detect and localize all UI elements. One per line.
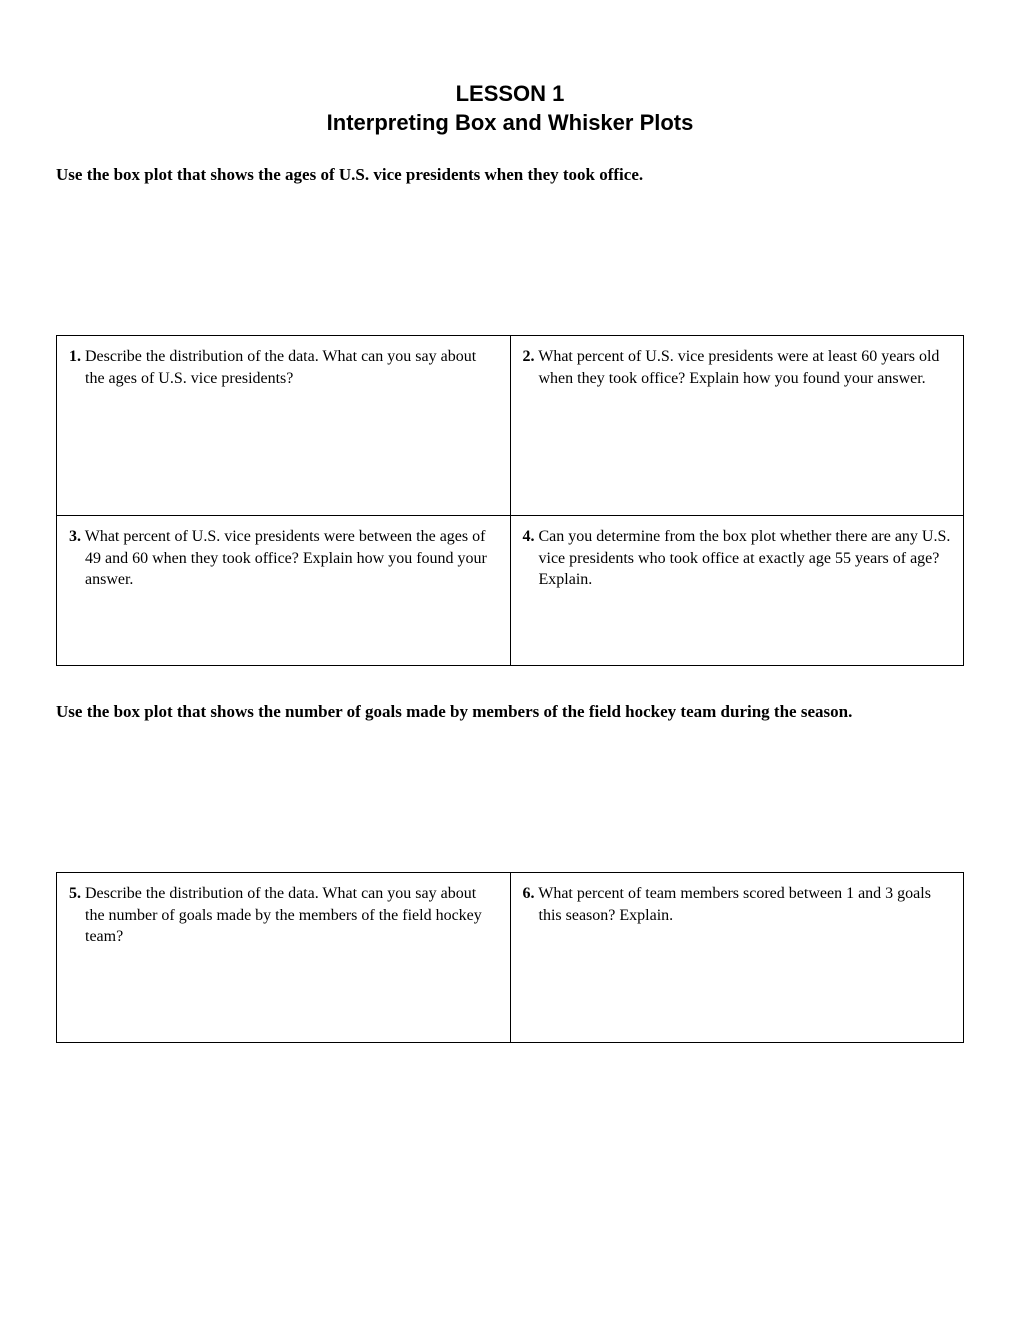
question-cell-6: 6. What percent of team members scored b… xyxy=(510,873,964,1043)
question-table-2: 5. Describe the distribution of the data… xyxy=(56,872,964,1043)
question-table-1: 1. Describe the distribution of the data… xyxy=(56,335,964,666)
question-text: What percent of U.S. vice presidents wer… xyxy=(538,348,939,387)
question-text: What percent of team members scored betw… xyxy=(538,885,931,924)
table-row: 5. Describe the distribution of the data… xyxy=(57,873,964,1043)
table-row: 3. What percent of U.S. vice presidents … xyxy=(57,516,964,666)
question-number: 4. xyxy=(523,528,535,545)
question-text: Can you determine from the box plot whet… xyxy=(539,528,951,588)
question-cell-1: 1. Describe the distribution of the data… xyxy=(57,336,511,516)
question-number: 6. xyxy=(523,885,535,902)
question-text: What percent of U.S. vice presidents wer… xyxy=(85,528,487,588)
lesson-number: LESSON 1 xyxy=(56,80,964,109)
question-cell-4: 4. Can you determine from the box plot w… xyxy=(510,516,964,666)
question-number: 1. xyxy=(69,348,81,365)
question-cell-5: 5. Describe the distribution of the data… xyxy=(57,873,511,1043)
question-number: 3. xyxy=(69,528,81,545)
question-number: 2. xyxy=(523,348,535,365)
section2-instruction: Use the box plot that shows the number o… xyxy=(56,702,964,722)
question-cell-2: 2. What percent of U.S. vice presidents … xyxy=(510,336,964,516)
question-number: 5. xyxy=(69,885,81,902)
question-cell-3: 3. What percent of U.S. vice presidents … xyxy=(57,516,511,666)
question-text: Describe the distribution of the data. W… xyxy=(85,885,482,945)
section1-instruction: Use the box plot that shows the ages of … xyxy=(56,165,964,185)
lesson-title: Interpreting Box and Whisker Plots xyxy=(56,109,964,138)
question-text: Describe the distribution of the data. W… xyxy=(85,348,476,387)
table-row: 1. Describe the distribution of the data… xyxy=(57,336,964,516)
